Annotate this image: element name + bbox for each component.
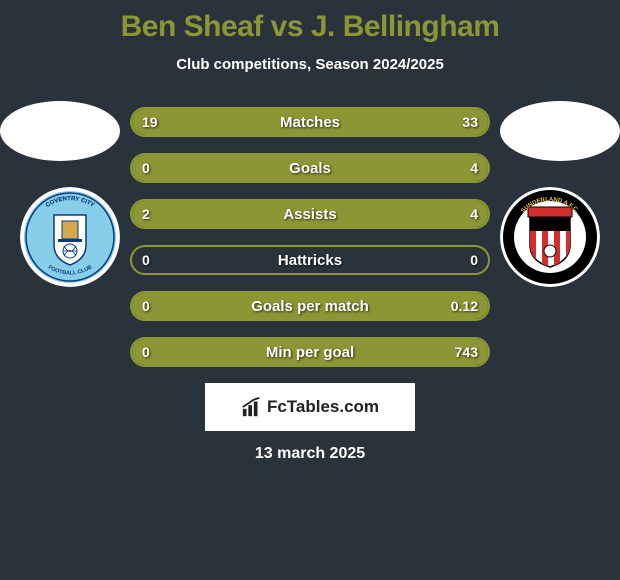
- stat-row: 00Hattricks: [130, 245, 490, 275]
- stat-label: Assists: [132, 201, 488, 227]
- stat-label: Matches: [132, 109, 488, 135]
- stat-label: Hattricks: [132, 247, 488, 273]
- stat-label: Goals per match: [132, 293, 488, 319]
- player-avatar-right: [500, 101, 620, 161]
- footer-logo-text: FcTables.com: [267, 397, 379, 417]
- page-title: Ben Sheaf vs J. Bellingham: [0, 10, 620, 44]
- stat-label: Min per goal: [132, 339, 488, 365]
- stat-row: 24Assists: [130, 199, 490, 229]
- page-subtitle: Club competitions, Season 2024/2025: [0, 56, 620, 73]
- chart-icon: [241, 396, 263, 418]
- stat-row: 00.12Goals per match: [130, 291, 490, 321]
- stat-row: 04Goals: [130, 153, 490, 183]
- stat-label: Goals: [132, 155, 488, 181]
- footer-logo: FcTables.com: [205, 383, 415, 431]
- club-badge-right: SUNDERLAND A.F.C.: [500, 187, 600, 287]
- stat-row: 1933Matches: [130, 107, 490, 137]
- club-badge-left: COVENTRY CITY COVENTRY CITY FOOTBALL CLU…: [20, 187, 120, 287]
- stat-row: 0743Min per goal: [130, 337, 490, 367]
- comparison-infographic: Ben Sheaf vs J. Bellingham Club competit…: [0, 0, 620, 580]
- stats-bars: 1933Matches 04Goals 24Assists 00Hattricks 00…: [130, 101, 490, 367]
- player-avatar-left: [0, 101, 120, 161]
- main-area: COVENTRY CITY COVENTRY CITY FOOTBALL CLU…: [0, 101, 620, 367]
- footer-date: 13 march 2025: [0, 445, 620, 463]
